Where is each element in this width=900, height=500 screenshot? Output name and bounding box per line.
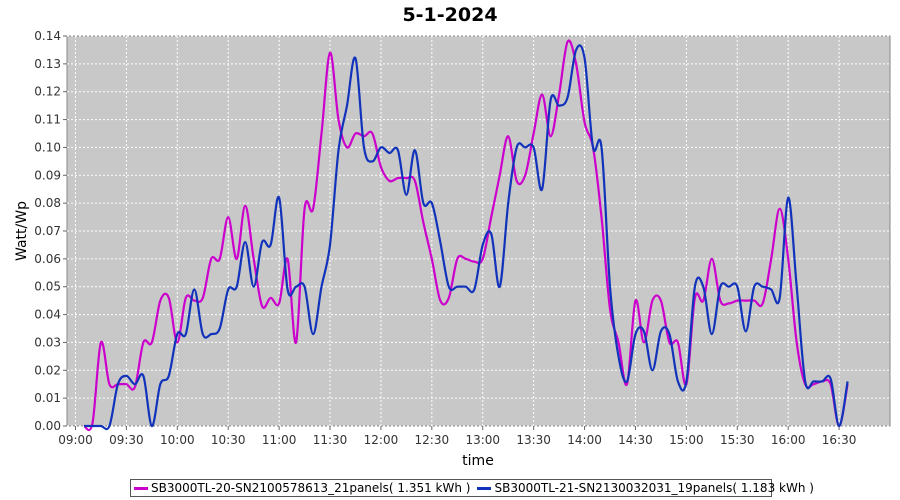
y-tick-label: 0.05	[34, 280, 61, 294]
x-tick-label: 14:00	[567, 433, 602, 447]
y-axis: 0.00 0.01 0.02 0.03 0.04 0.05 0.06 0.07 0.08 0.09…	[34, 29, 67, 433]
x-tick-label: 09:30	[109, 433, 144, 447]
legend-entry-series-1: SB3000TL-20-SN2100578613_21panels( 1.351…	[134, 481, 470, 495]
x-tick-label: 15:00	[669, 433, 704, 447]
y-tick-label: 0.06	[34, 252, 61, 266]
series-lines	[82, 39, 849, 432]
x-tick-label: 12:00	[364, 433, 399, 447]
y-tick-label: 0.04	[34, 308, 61, 322]
legend-swatch-series-2	[477, 486, 492, 490]
legend-label-series-1: SB3000TL-20-SN2100578613_21panels( 1.351…	[151, 481, 471, 495]
y-tick-label: 0.08	[34, 196, 61, 210]
y-tick-label: 0.14	[34, 29, 61, 43]
x-tick-label: 13:00	[465, 433, 500, 447]
series-line-2	[84, 44, 849, 431]
x-tick-label: 15:30	[720, 433, 755, 447]
grid-lines	[67, 35, 890, 427]
x-tick-label: 12:30	[415, 433, 450, 447]
x-tick-label: 11:00	[262, 433, 297, 447]
y-tick-label: 0.09	[34, 168, 61, 182]
x-axis-label: time	[462, 453, 494, 469]
legend: SB3000TL-20-SN2100578613_21panels( 1.351…	[130, 479, 814, 497]
legend-entry-series-2: SB3000TL-21-SN2130032031_19panels( 1.183…	[477, 481, 814, 495]
chart-title: 5-1-2024	[402, 4, 497, 26]
x-tick-label: 16:30	[822, 433, 857, 447]
y-tick-label: 0.10	[34, 140, 61, 154]
x-tick-label: 13:30	[516, 433, 551, 447]
y-tick-label: 0.11	[34, 113, 61, 127]
x-tick-label: 14:30	[618, 433, 653, 447]
plot-area	[66, 35, 891, 427]
y-tick-label: 0.02	[34, 363, 61, 377]
x-tick-label: 09:00	[58, 433, 93, 447]
x-tick-label: 11:30	[313, 433, 348, 447]
series-line-1	[82, 39, 849, 432]
y-tick-label: 0.01	[34, 391, 61, 405]
x-axis: 09:00 09:30 10:00 10:30 11:00 11:30 12:00 12:30…	[58, 426, 856, 447]
y-tick-label: 0.03	[34, 335, 61, 349]
x-tick-label: 10:00	[160, 433, 195, 447]
legend-swatch-series-1	[134, 486, 148, 490]
y-tick-label: 0.00	[34, 419, 61, 433]
y-tick-label: 0.13	[34, 57, 61, 71]
y-axis-label: Watt/Wp	[14, 201, 30, 261]
line-chart: 5-1-2024 0.000.010.020.030.040.050.060.0…	[14, 4, 891, 469]
y-tick-label: 0.07	[34, 224, 61, 238]
legend-label-series-2: SB3000TL-21-SN2130032031_19panels( 1.183…	[494, 481, 814, 495]
x-tick-label: 16:00	[771, 433, 806, 447]
x-tick-label: 10:30	[211, 433, 246, 447]
y-tick-label: 0.12	[34, 85, 61, 99]
